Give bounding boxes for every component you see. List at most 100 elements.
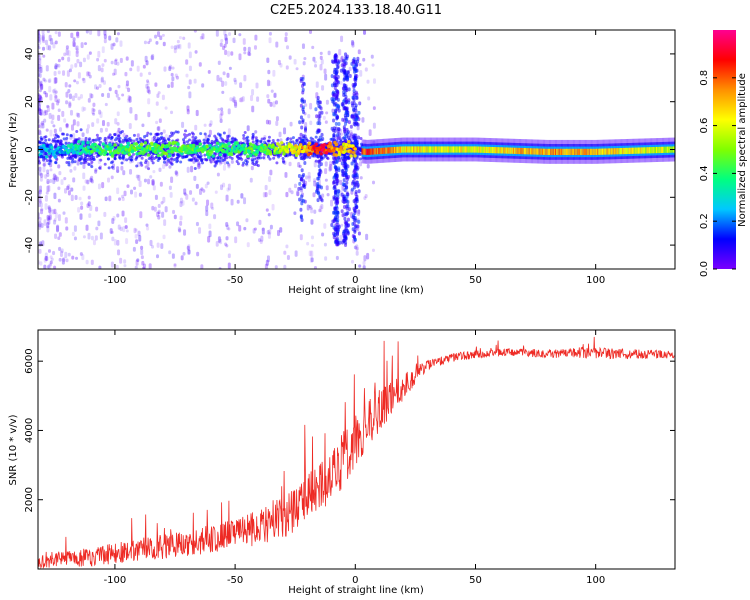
spectrogram-cell (116, 137, 120, 141)
spectrogram-cell (38, 46, 41, 50)
spectrogram-cell (227, 183, 231, 191)
spectrogram-cell (48, 85, 52, 93)
spectrogram-cell (114, 118, 118, 125)
spectrogram-cell (40, 172, 44, 179)
spectrogram-cell (48, 215, 52, 221)
spectrogram-cell (127, 152, 132, 157)
spectrogram-cell (60, 179, 64, 185)
spectrogram-cell (43, 111, 47, 116)
spectrogram-cell (40, 83, 44, 90)
spectrogram-cell (151, 205, 155, 211)
spectrogram-cell (38, 129, 41, 135)
spectrogram-cell (118, 155, 122, 159)
spectrogram-cell (146, 79, 150, 83)
spectrogram-cell (267, 231, 271, 239)
spectrogram-cell (326, 192, 330, 197)
spectrogram-cell (222, 131, 226, 135)
spectrogram-cell (75, 112, 79, 117)
spectrogram-cell (316, 100, 320, 105)
spectrogram-cell (176, 142, 180, 147)
spectrogram-cell (77, 72, 81, 79)
spectrogram-cell (253, 227, 257, 231)
spectrogram-cell (218, 159, 222, 163)
spectrogram-cell (223, 30, 227, 36)
spectrogram-cell (230, 157, 234, 161)
spectrogram-cell (327, 50, 331, 56)
spectrogram-cell (95, 133, 99, 137)
spectrogram-cell (221, 138, 225, 142)
spectrogram-cell (138, 234, 142, 242)
spectrogram-cell (39, 130, 43, 136)
spectrogram-cell (39, 109, 43, 116)
spectrogram-cell (97, 30, 101, 37)
spectrogram-cell (303, 144, 307, 149)
spectrogram-cell (72, 119, 76, 126)
spectrogram-cell (43, 79, 47, 83)
spectrogram-cell (288, 187, 292, 193)
spectrogram-cell (50, 120, 54, 125)
spectrogram-cell (310, 207, 314, 214)
spectrogram-cell (187, 249, 191, 255)
spectrogram-cell (73, 160, 77, 164)
spectrogram-cell (92, 108, 96, 112)
spectrogram-cell (183, 135, 187, 139)
spectrogram-cell (38, 166, 42, 172)
spectrogram-cell (324, 256, 328, 261)
spectrogram-cell (368, 129, 372, 137)
spectrogram-cell (339, 81, 343, 85)
spectrogram-cell (70, 32, 74, 39)
spectrogram-cell (225, 194, 229, 202)
spectrogram-cell (67, 161, 71, 165)
spectrogram-cell (70, 124, 74, 131)
spectrogram-cell (224, 33, 228, 41)
spectrogram-cell (319, 152, 323, 156)
spectrogram-cell (104, 150, 108, 155)
spectrogram-cell (246, 139, 250, 143)
spectrogram-cell (52, 42, 56, 49)
spectrogram-cell (333, 92, 337, 97)
spectrogram-cell (120, 129, 124, 133)
spectrogram-cell (371, 248, 375, 252)
spectrogram-cell (159, 181, 163, 187)
spectrogram-cell (173, 158, 177, 162)
spectrogram-cell (45, 191, 49, 195)
spectrogram-cell (168, 141, 172, 145)
spectrogram-cell (188, 79, 192, 85)
spectrogram-cell (129, 189, 133, 195)
spectrogram-cell (60, 153, 64, 157)
spectrogram-cell (57, 98, 61, 104)
spectrogram-cell (71, 145, 76, 150)
spectrogram-cell (172, 209, 176, 215)
spectrogram-cell (38, 223, 42, 230)
spectrogram-cell (99, 232, 103, 240)
spectrogram-cell (84, 159, 88, 163)
spectrogram-cell (225, 244, 229, 248)
spectrogram-cell (38, 99, 42, 106)
spectrogram-cell (138, 192, 142, 197)
spectrogram-cell (336, 65, 340, 70)
spectrogram-cell (251, 135, 255, 139)
spectrogram-cell (289, 121, 293, 127)
spectrogram-cell (38, 124, 41, 128)
spectrogram-cell (195, 158, 199, 162)
spectrogram-cell (372, 78, 376, 84)
spectrogram-cell (355, 121, 359, 126)
spectrogram-cell (84, 136, 88, 140)
spectrogram-cell (226, 72, 230, 78)
spectrogram-cell (168, 64, 172, 70)
spectrogram-cell (208, 123, 212, 127)
spectrogram-cell (57, 114, 61, 121)
spectrogram-cell (352, 88, 356, 93)
spectrogram-cell (262, 156, 266, 160)
spectrogram-cell (304, 126, 308, 131)
spectrogram-cell (73, 42, 77, 47)
spectrogram-cell (55, 176, 59, 182)
spectrogram-cell (45, 65, 49, 72)
spectrogram-cell (245, 160, 249, 164)
spectrogram-cell (38, 108, 42, 113)
spectrogram-cell (223, 43, 227, 48)
spectrogram-cell (164, 206, 168, 213)
spectrogram-cell (144, 55, 148, 62)
spectrogram-cell (349, 130, 353, 137)
spectrogram-cell (354, 173, 358, 178)
